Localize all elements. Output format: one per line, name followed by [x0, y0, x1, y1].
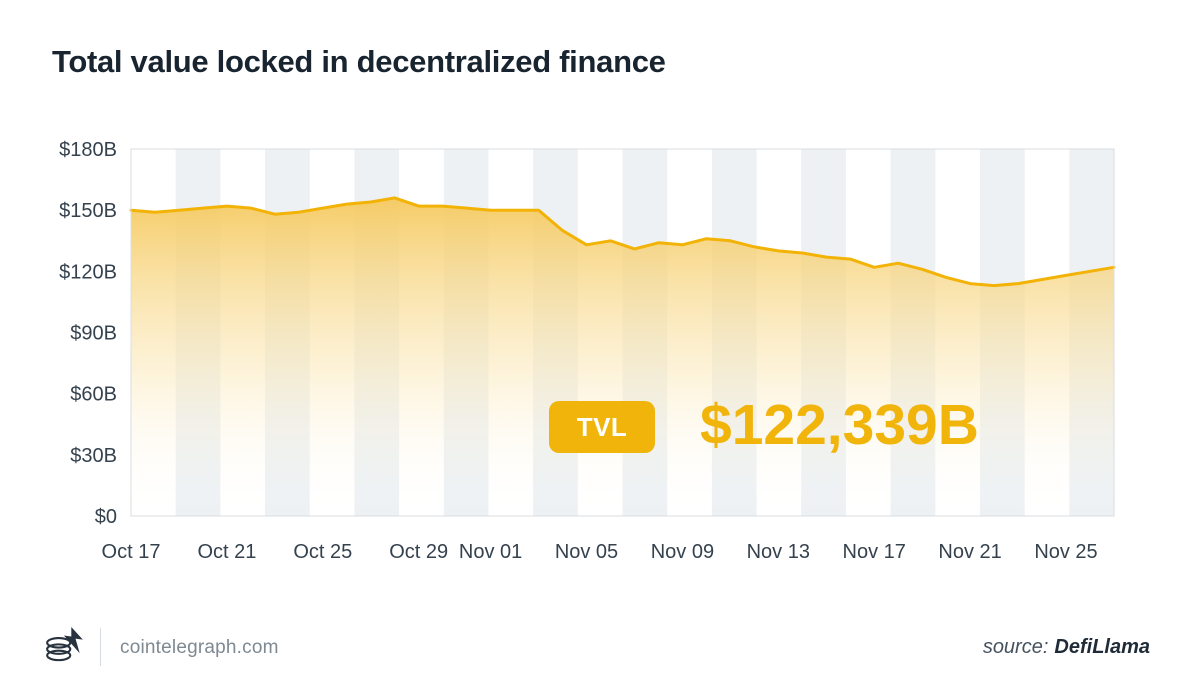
tvl-badge: TVL	[549, 401, 655, 453]
plot-border	[130, 148, 1115, 517]
cointelegraph-logo-icon	[46, 627, 83, 662]
tvl-line	[129, 196, 1116, 288]
y-axis-tick-label: $150B	[59, 200, 117, 222]
x-axis-tick-label: Nov 21	[938, 541, 1001, 563]
x-axis-tick-label: Nov 13	[747, 541, 810, 563]
y-axis-tick-label: $180B	[59, 139, 117, 161]
x-axis-tick-label: Oct 21	[197, 541, 256, 563]
x-axis-tick-label: Nov 17	[843, 541, 906, 563]
y-axis-tick-label: $90B	[70, 323, 117, 345]
x-axis-tick-label: Nov 25	[1034, 541, 1097, 563]
source-attribution: source: DefiLlama	[983, 636, 1150, 659]
tvl-area-fill	[131, 197, 1114, 516]
x-axis-tick-label: Nov 01	[459, 541, 522, 563]
tvl-value: $122,339B	[700, 393, 979, 457]
y-axis-tick-label: $60B	[70, 384, 117, 406]
y-axis-tick-label: $30B	[70, 445, 117, 467]
source-value: DefiLlama	[1054, 636, 1150, 658]
y-axis-tick-label: $120B	[59, 261, 117, 283]
x-axis-tick-label: Oct 29	[389, 541, 448, 563]
brand-text: cointelegraph.com	[120, 637, 279, 658]
footer-divider	[100, 628, 101, 666]
footer: cointelegraph.com source: DefiLlama	[0, 608, 1200, 698]
x-axis-tick-label: Nov 05	[555, 541, 618, 563]
x-axis-tick-label: Oct 17	[102, 541, 161, 563]
y-axis-tick-label: $0	[95, 506, 117, 528]
page-title: Total value locked in decentralized fina…	[52, 44, 666, 79]
x-axis-tick-label: Nov 09	[651, 541, 714, 563]
x-axis-tick-label: Oct 25	[293, 541, 352, 563]
source-label: source:	[982, 636, 1049, 658]
